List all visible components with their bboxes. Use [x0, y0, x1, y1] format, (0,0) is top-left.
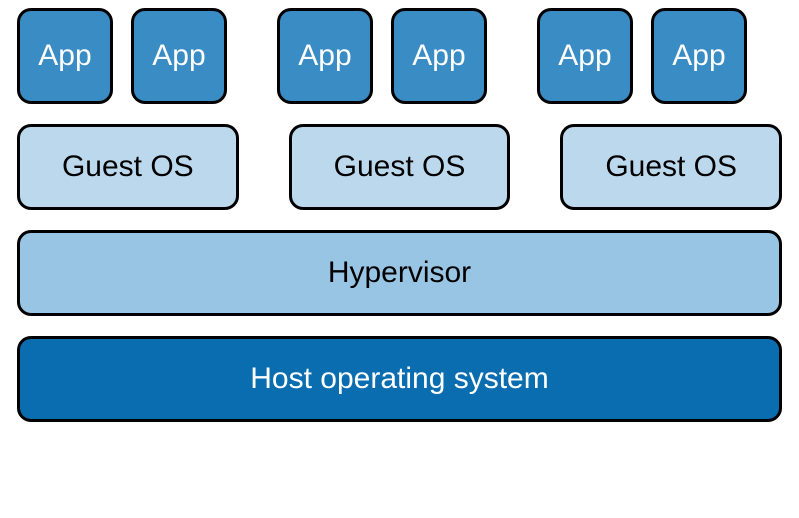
app-box: App	[391, 8, 487, 104]
apps-row: App App App App App App	[17, 8, 782, 104]
guest-os-box: Guest OS	[289, 124, 511, 210]
app-box: App	[537, 8, 633, 104]
app-pair-3: App App	[537, 8, 747, 104]
app-box: App	[17, 8, 113, 104]
guest-os-box: Guest OS	[560, 124, 782, 210]
app-box: App	[277, 8, 373, 104]
guest-os-row: Guest OS Guest OS Guest OS	[17, 124, 782, 210]
app-pair-1: App App	[17, 8, 227, 104]
hypervisor-box: Hypervisor	[17, 230, 782, 316]
app-box: App	[651, 8, 747, 104]
app-pair-2: App App	[277, 8, 487, 104]
guest-os-box: Guest OS	[17, 124, 239, 210]
app-box: App	[131, 8, 227, 104]
host-os-box: Host operating system	[17, 336, 782, 422]
